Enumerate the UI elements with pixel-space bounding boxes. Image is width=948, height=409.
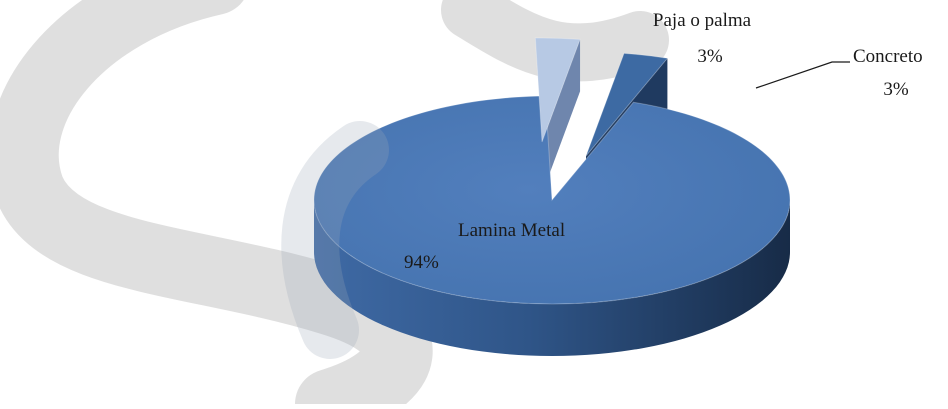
value-paja-o-palma: 3%: [697, 46, 723, 67]
value-lamina-metal: 94%: [404, 252, 439, 273]
label-paja-o-palma: Paja o palma: [653, 10, 752, 31]
value-concreto: 3%: [883, 79, 909, 100]
label-lamina-metal: Lamina Metal: [458, 220, 565, 241]
slice-side-0: [314, 200, 790, 356]
slice-paja-o-palma: [534, 37, 581, 143]
concreto-leader-line: [755, 61, 850, 89]
pie-layer: [313, 37, 791, 356]
slice-concreto: [585, 52, 669, 157]
watermark-overlay: [281, 121, 389, 359]
slice-wall-1: [542, 39, 581, 194]
slice-lamina-metal: [313, 95, 791, 305]
label-concreto: Concreto: [853, 46, 923, 67]
